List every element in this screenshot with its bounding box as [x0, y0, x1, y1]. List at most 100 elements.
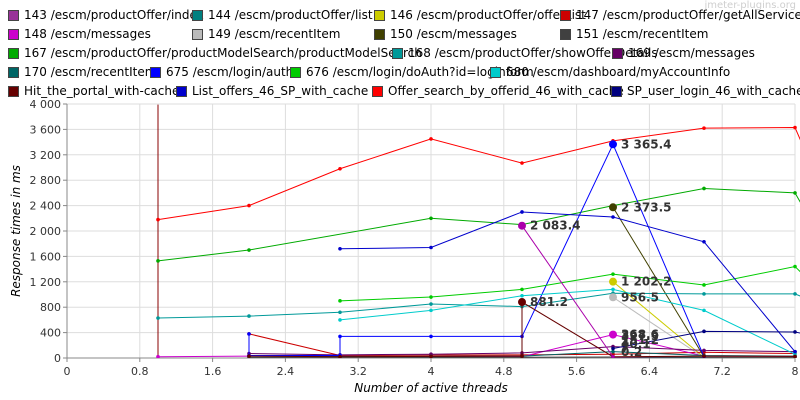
y-tick-label: 2 800 [30, 174, 62, 187]
highlight-point [518, 221, 526, 230]
series-point [702, 186, 706, 191]
legend-item: 167 /escm/productOffer/productModelSearc… [8, 44, 422, 62]
legend-swatch [192, 28, 203, 40]
series-point [338, 318, 342, 322]
legend-item: 150 /escm/messages [374, 25, 517, 43]
series-line [339, 211, 796, 352]
legend-label: 143 /escm/productOffer/index [24, 8, 204, 22]
legend-label: 167 /escm/productOffer/productModelSearc… [24, 46, 422, 60]
series-point [429, 137, 433, 141]
legend-item: 151 /escm/recentItem [560, 25, 708, 43]
series-point [247, 332, 251, 336]
series-line [612, 281, 705, 358]
legend-item: 144 /escm/productOffer/list [192, 6, 373, 24]
legend-label: 676 /escm/login/doAuth?id=loginform [306, 65, 534, 79]
legend-swatch [374, 9, 385, 21]
data-label: 1 202.2 [621, 275, 671, 289]
series-point [429, 216, 433, 221]
y-tick-label: 2 000 [30, 225, 62, 238]
series-point [156, 217, 160, 222]
series-point [156, 259, 160, 263]
y-tick-label: 4 000 [30, 98, 62, 111]
legend-label: SP_user_login_46_with_cache [627, 84, 800, 98]
legend-item: List_offers_46_SP_with_cache [176, 82, 368, 100]
data-labels-layer: 1 202.2 368.6 956.5 2 373.5 3 365.4 881.2 2 08… [518, 137, 671, 359]
series-point [520, 354, 524, 358]
series-point [429, 295, 433, 299]
y-tick-label: 3 200 [30, 149, 62, 162]
legend-label: 675 /escm/login/auth [166, 65, 294, 79]
series-point [429, 302, 433, 306]
x-tick-label: 0 [64, 365, 71, 378]
legend-label: Offer_search_by_offerid_46_with_cache [388, 84, 624, 98]
series-point [793, 292, 797, 296]
legend-label: 170 /escm/recentItem [24, 65, 157, 79]
series-point [702, 308, 706, 313]
series-point [793, 264, 797, 269]
legend-swatch [8, 28, 19, 40]
highlight-point [609, 277, 617, 286]
legend-swatch [8, 47, 19, 59]
series-point [702, 329, 706, 334]
series-point [429, 354, 433, 358]
legend-swatch [192, 9, 203, 21]
legend-label: 149 /escm/recentItem [208, 27, 341, 41]
series-point [520, 161, 524, 165]
series-point [793, 191, 797, 195]
legend-swatch [8, 66, 19, 78]
x-tick-label: 8 [792, 365, 799, 378]
legend-label: 144 /escm/productOffer/list [208, 8, 373, 22]
legend-label: List_offers_46_SP_with_cache [192, 84, 369, 98]
series-point [611, 346, 615, 351]
legend-swatch [176, 85, 187, 97]
x-tick-label: 5.6 [568, 365, 586, 378]
y-axis-title: Response times in ms [9, 165, 23, 297]
series-line [612, 207, 705, 357]
data-label: 956.5 [621, 290, 659, 304]
legend-swatch [612, 47, 623, 59]
x-tick-label: 2.4 [277, 365, 295, 378]
highlight-point [609, 203, 617, 212]
data-label: 151.2 [621, 333, 659, 347]
watermark: jmeter-plugins.org [704, 0, 796, 11]
legend-item: 675 /escm/login/auth [150, 63, 293, 81]
y-tick-label: 0 [54, 352, 61, 365]
series-point [247, 354, 251, 358]
y-tick-label: 2 400 [30, 200, 62, 213]
data-label: 881.2 [530, 295, 568, 309]
series-point [702, 126, 706, 130]
legend-item: Offer_search_by_offerid_46_with_cache [372, 82, 624, 100]
series-point [611, 287, 615, 292]
x-tick-label: 0.8 [131, 365, 149, 378]
series-line [248, 301, 796, 358]
legend-swatch [392, 47, 403, 59]
y-tick-label: 1 600 [30, 250, 62, 263]
series-point [156, 354, 160, 358]
highlight-point [609, 330, 617, 339]
legend-item: 680 /escm/dashboard/myAccountInfo [490, 63, 730, 81]
y-tick-label: 800 [40, 301, 61, 314]
legend-swatch [150, 66, 161, 78]
grid-lines [66, 103, 796, 359]
legend-item: 170 /escm/recentItem [8, 63, 156, 81]
data-label: 40.1 [621, 337, 651, 351]
legend-item: 148 /escm/messages [8, 25, 151, 43]
legend-item: Hit_the_portal_with-cache [8, 82, 179, 100]
legend-swatch [290, 66, 301, 78]
legend-label: Hit_the_portal_with-cache [24, 84, 180, 98]
legend-item: 149 /escm/recentItem [192, 25, 340, 43]
legend-label: 151 /escm/recentItem [576, 27, 709, 41]
legend-label: 169 /escm/messages [628, 46, 755, 60]
highlight-point [518, 298, 526, 307]
series-point [338, 166, 342, 171]
y-tick-label: 1 200 [30, 276, 62, 289]
series-point [520, 287, 524, 292]
series-point [338, 354, 342, 358]
series-point [793, 125, 797, 130]
highlight-point [609, 140, 617, 149]
series-point [611, 272, 615, 276]
series-point [520, 293, 524, 298]
x-tick-label: 4.8 [495, 365, 513, 378]
series-point [611, 349, 615, 354]
